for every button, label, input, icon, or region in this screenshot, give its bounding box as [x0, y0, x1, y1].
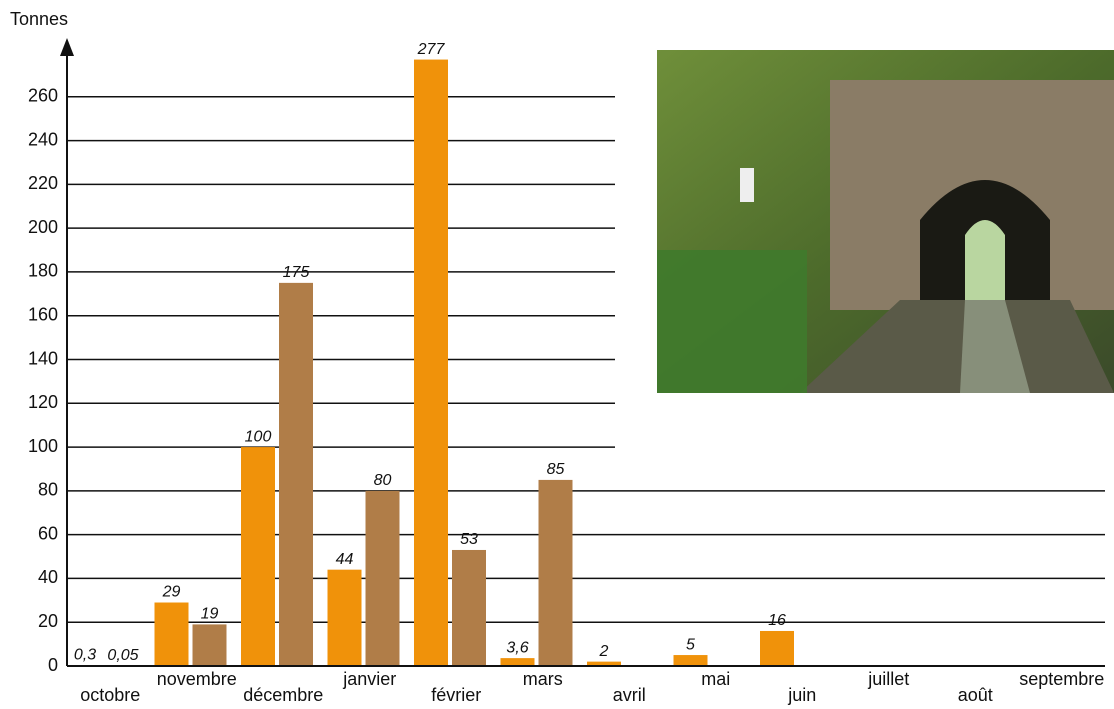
x-tick-label: avril [613, 685, 646, 705]
bar [327, 569, 362, 666]
value-label: 19 [201, 606, 219, 623]
y-axis-label: Tonnes [10, 9, 68, 29]
x-tick-label: septembre [1019, 669, 1104, 689]
value-label: 277 [417, 41, 446, 58]
bar [452, 549, 486, 666]
y-tick-label: 160 [28, 304, 58, 324]
bar [673, 655, 708, 666]
value-label: 29 [162, 584, 181, 601]
x-tick-label: novembre [157, 669, 237, 689]
value-label: 16 [768, 612, 786, 629]
y-tick-label: 220 [28, 173, 58, 193]
y-tick-label: 180 [28, 261, 58, 281]
x-tick-label: février [431, 685, 481, 705]
value-label: 44 [336, 551, 354, 568]
y-tick-label: 0 [48, 655, 58, 675]
value-label: 85 [547, 461, 565, 478]
x-tick-label: mai [701, 669, 730, 689]
x-tick-label: mars [523, 669, 563, 689]
y-tick-label: 120 [28, 392, 58, 412]
x-tick-label: juillet [867, 669, 909, 689]
bar [500, 658, 535, 666]
value-label: 5 [686, 636, 695, 653]
y-tick-label: 40 [38, 567, 58, 587]
value-label: 2 [599, 643, 609, 660]
y-tick-label: 20 [38, 611, 58, 631]
x-tick-label: juin [787, 685, 816, 705]
photo [657, 50, 1114, 393]
x-tick-label: octobre [80, 685, 140, 705]
x-tick-label: janvier [342, 669, 396, 689]
y-tick-label: 100 [28, 436, 58, 456]
bar [241, 447, 275, 666]
y-tick-label: 80 [38, 480, 58, 500]
bar [414, 59, 448, 666]
value-label: 0,05 [107, 647, 138, 664]
y-tick-label: 140 [28, 348, 58, 368]
bar [279, 282, 313, 666]
y-tick-label: 260 [28, 86, 58, 106]
y-tick-label: 60 [38, 523, 58, 543]
bar [365, 490, 400, 666]
y-axis-arrow [60, 38, 74, 56]
bar [192, 624, 227, 666]
value-label: 3,6 [506, 639, 528, 656]
value-label: 80 [374, 472, 392, 489]
x-tick-label: août [958, 685, 993, 705]
y-tick-label: 240 [28, 129, 58, 149]
bar [587, 661, 621, 666]
bar [154, 602, 189, 666]
value-label: 175 [283, 264, 310, 281]
y-tick-label: 200 [28, 217, 58, 237]
bar [760, 630, 794, 666]
x-tick-label: décembre [243, 685, 323, 705]
bar [538, 479, 573, 666]
value-label: 100 [245, 428, 272, 445]
value-label: 53 [460, 531, 478, 548]
value-label: 0,3 [74, 647, 96, 664]
